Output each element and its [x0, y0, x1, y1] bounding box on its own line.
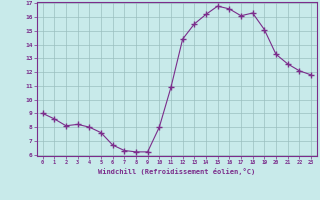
X-axis label: Windchill (Refroidissement éolien,°C): Windchill (Refroidissement éolien,°C): [98, 168, 255, 175]
